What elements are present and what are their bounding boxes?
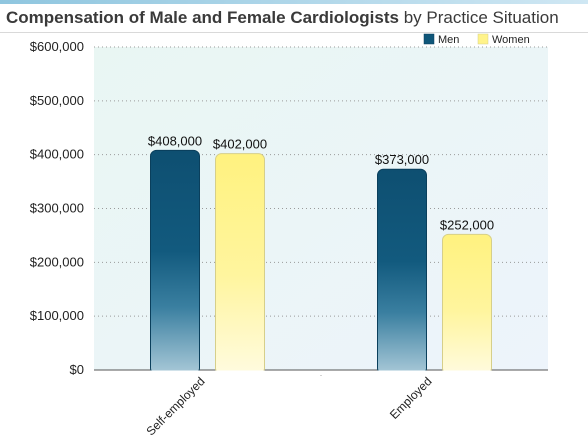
legend-label-men: Men [438, 34, 459, 46]
data-label-men-self-employed: $408,000 [148, 133, 202, 148]
legend-swatch-women [477, 33, 489, 45]
title-divider [0, 32, 588, 33]
y-tick-label: $0 [70, 362, 84, 377]
axis-baseline-mask [94, 370, 548, 376]
data-labels: $408,000 $402,000 $373,000 $252,000 [148, 133, 494, 232]
y-tick-label: $400,000 [30, 147, 84, 162]
y-tick-label: $200,000 [30, 254, 84, 269]
bar-women-self-employed [215, 153, 265, 375]
chart-title: Compensation of Male and Female Cardiolo… [6, 8, 588, 28]
bars [94, 149, 548, 376]
x-category-label: Self-employed [143, 374, 207, 438]
legend-label-women: Women [492, 34, 530, 46]
bar-women-employed [442, 233, 492, 375]
legend-swatch-men [423, 33, 435, 45]
data-label-women-employed: $252,000 [440, 217, 494, 232]
y-tick-label: $300,000 [30, 201, 84, 216]
y-tick-label: $600,000 [30, 39, 84, 54]
data-label-women-self-employed: $402,000 [213, 137, 267, 152]
bar-men-self-employed [150, 149, 200, 375]
data-label-men-employed: $373,000 [375, 152, 429, 167]
legend: Men Women [423, 33, 530, 46]
chart-title-main: Compensation of Male and Female Cardiolo… [6, 8, 399, 27]
y-tick-label: $100,000 [30, 308, 84, 323]
bar-men-employed [377, 168, 427, 375]
chart-title-sub: by Practice Situation [403, 8, 559, 27]
y-tick-label: $500,000 [30, 93, 84, 108]
x-category-label: Employed [387, 374, 435, 422]
top-accent-rule [0, 0, 588, 4]
